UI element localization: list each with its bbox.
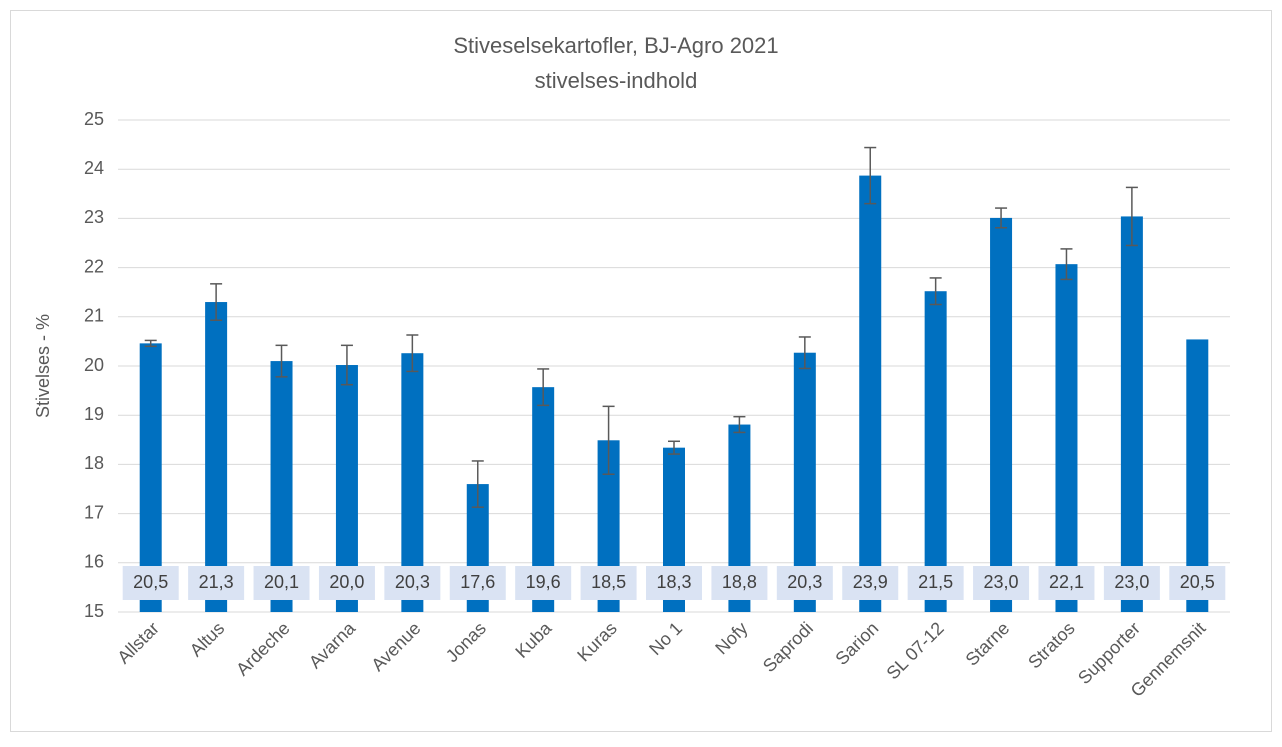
bar: [924, 291, 947, 612]
data-label: 20,3: [395, 572, 430, 592]
data-label: 18,8: [722, 572, 757, 592]
data-label-box: [515, 566, 572, 600]
bar: [990, 217, 1013, 612]
data-label: 22,1: [1049, 572, 1084, 592]
y-tick-label: 15: [84, 601, 104, 621]
y-tick-label: 23: [84, 207, 104, 227]
data-label-box: [711, 566, 768, 600]
data-label: 20,3: [787, 572, 822, 592]
bar: [205, 302, 228, 612]
data-label-box: [253, 566, 310, 600]
data-label: 23,0: [984, 572, 1019, 592]
bar: [532, 387, 555, 612]
y-tick-label: 19: [84, 404, 104, 424]
data-label: 20,0: [329, 572, 364, 592]
data-label: 21,5: [918, 572, 953, 592]
chart-subtitle: stivelses-indhold: [535, 68, 698, 93]
bar: [859, 175, 882, 612]
bar: [139, 343, 162, 612]
data-label: 18,3: [656, 572, 691, 592]
bar: [1186, 339, 1209, 612]
data-label-box: [449, 566, 506, 600]
bar: [270, 361, 293, 612]
data-label-box: [973, 566, 1030, 600]
y-axis-label: Stivelses - %: [33, 314, 53, 418]
data-label-box: [1169, 566, 1226, 600]
data-label-box: [776, 566, 833, 600]
bar: [728, 424, 751, 612]
y-tick-label: 24: [84, 158, 104, 178]
data-label: 21,3: [199, 572, 234, 592]
bar: [335, 365, 358, 612]
data-label-box: [384, 566, 441, 600]
data-label: 19,6: [526, 572, 561, 592]
data-label: 20,5: [133, 572, 168, 592]
data-label: 18,5: [591, 572, 626, 592]
bar: [793, 352, 816, 612]
y-tick-label: 17: [84, 502, 104, 522]
bar: [401, 353, 424, 612]
chart-border: [10, 10, 1272, 732]
y-tick-label: 25: [84, 109, 104, 129]
bar: [1055, 264, 1078, 612]
data-label: 20,1: [264, 572, 299, 592]
data-label-box: [580, 566, 637, 600]
y-tick-label: 16: [84, 552, 104, 572]
data-label-box: [318, 566, 375, 600]
chart-title: Stiveselsekartofler, BJ-Agro 2021: [453, 33, 778, 58]
y-tick-label: 22: [84, 256, 104, 276]
y-tick-label: 20: [84, 355, 104, 375]
data-label-box: [188, 566, 245, 600]
y-tick-label: 21: [84, 306, 104, 326]
data-label-box: [907, 566, 964, 600]
data-label-box: [842, 566, 899, 600]
data-label-box: [1103, 566, 1160, 600]
data-label: 23,9: [853, 572, 888, 592]
data-label: 17,6: [460, 572, 495, 592]
data-label: 23,0: [1114, 572, 1149, 592]
data-label-box: [646, 566, 702, 600]
data-label-box: [1038, 566, 1095, 600]
bar: [1120, 216, 1143, 612]
data-label: 20,5: [1180, 572, 1215, 592]
y-tick-label: 18: [84, 453, 104, 473]
data-label-box: [122, 566, 179, 600]
